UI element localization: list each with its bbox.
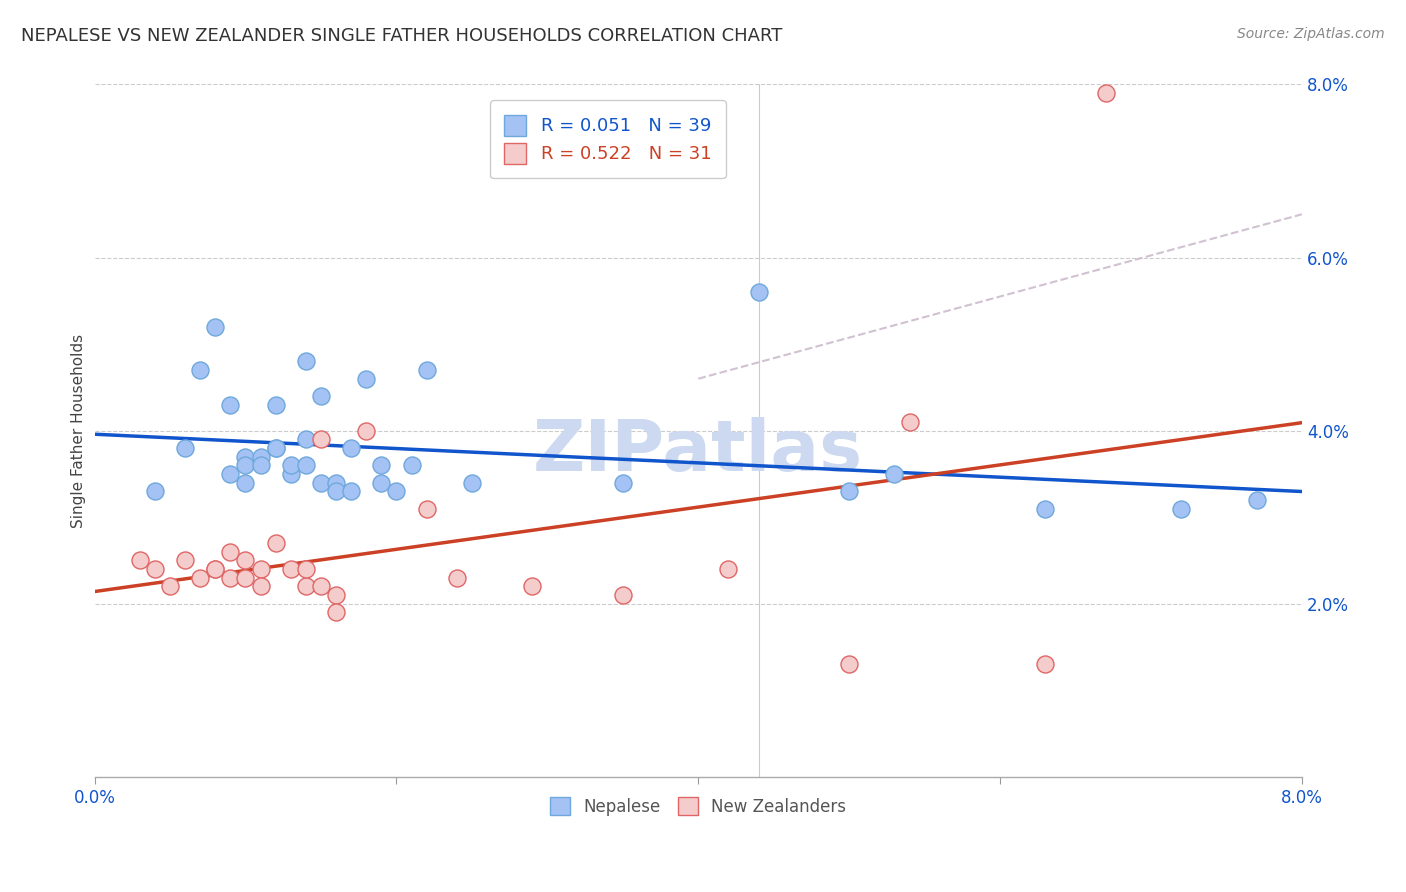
Point — [838, 484, 860, 499]
Point — [128, 553, 150, 567]
Point — [522, 579, 544, 593]
Point — [446, 571, 468, 585]
Point — [204, 319, 226, 334]
Point — [264, 441, 287, 455]
Point — [235, 571, 257, 585]
Point — [325, 475, 347, 490]
Point — [1246, 492, 1268, 507]
Point — [354, 372, 377, 386]
Point — [188, 571, 211, 585]
Point — [309, 475, 332, 490]
Point — [461, 475, 484, 490]
Point — [249, 562, 271, 576]
Point — [340, 441, 363, 455]
Text: ZIPatlas: ZIPatlas — [533, 417, 863, 486]
Point — [401, 458, 423, 473]
Point — [325, 484, 347, 499]
Point — [249, 579, 271, 593]
Point — [219, 467, 242, 481]
Point — [174, 553, 197, 567]
Point — [188, 363, 211, 377]
Point — [219, 398, 242, 412]
Point — [264, 398, 287, 412]
Point — [235, 458, 257, 473]
Point — [280, 458, 302, 473]
Point — [174, 441, 197, 455]
Point — [883, 467, 905, 481]
Point — [295, 354, 318, 368]
Point — [309, 432, 332, 446]
Point — [340, 484, 363, 499]
Point — [354, 424, 377, 438]
Point — [898, 415, 921, 429]
Point — [280, 562, 302, 576]
Point — [219, 571, 242, 585]
Point — [295, 562, 318, 576]
Text: Source: ZipAtlas.com: Source: ZipAtlas.com — [1237, 27, 1385, 41]
Point — [748, 285, 770, 300]
Point — [1035, 657, 1057, 672]
Text: NEPALESE VS NEW ZEALANDER SINGLE FATHER HOUSEHOLDS CORRELATION CHART: NEPALESE VS NEW ZEALANDER SINGLE FATHER … — [21, 27, 783, 45]
Point — [612, 475, 634, 490]
Point — [249, 450, 271, 464]
Point — [838, 657, 860, 672]
Point — [143, 562, 166, 576]
Point — [325, 606, 347, 620]
Point — [717, 562, 740, 576]
Point — [325, 588, 347, 602]
Point — [143, 484, 166, 499]
Point — [612, 588, 634, 602]
Point — [415, 363, 437, 377]
Point — [1035, 501, 1057, 516]
Point — [235, 475, 257, 490]
Y-axis label: Single Father Households: Single Father Households — [72, 334, 86, 528]
Point — [204, 562, 226, 576]
Point — [295, 432, 318, 446]
Point — [370, 458, 392, 473]
Point — [264, 441, 287, 455]
Point — [295, 458, 318, 473]
Point — [1094, 86, 1116, 100]
Point — [415, 501, 437, 516]
Point — [295, 579, 318, 593]
Point — [280, 467, 302, 481]
Point — [385, 484, 408, 499]
Point — [235, 553, 257, 567]
Point — [370, 475, 392, 490]
Point — [204, 562, 226, 576]
Point — [235, 450, 257, 464]
Point — [309, 389, 332, 403]
Point — [264, 536, 287, 550]
Legend: Nepalese, New Zealanders: Nepalese, New Zealanders — [543, 789, 855, 824]
Point — [249, 458, 271, 473]
Point — [219, 545, 242, 559]
Point — [309, 579, 332, 593]
Point — [159, 579, 181, 593]
Point — [1170, 501, 1192, 516]
